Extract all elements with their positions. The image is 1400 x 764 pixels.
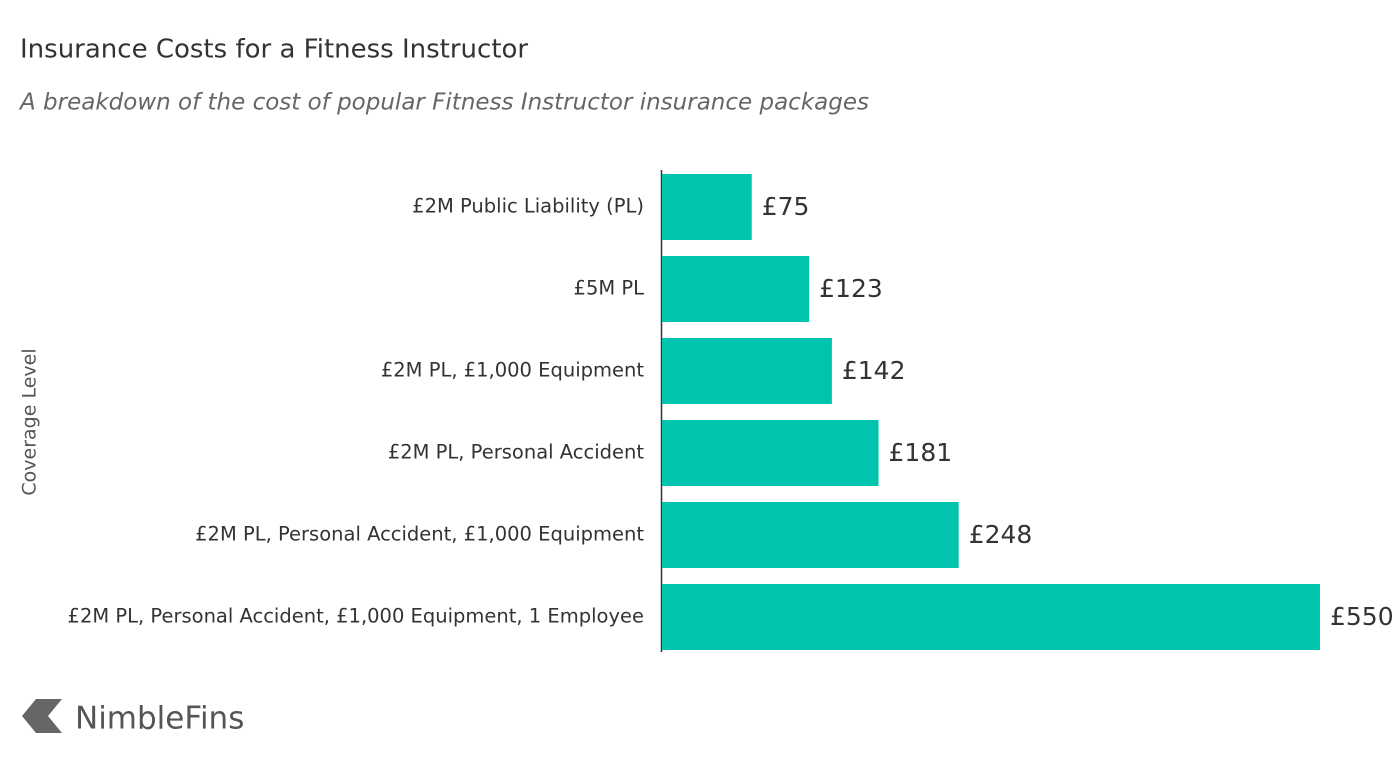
y-tick-label: £2M PL, Personal Accident (388, 441, 645, 464)
bar (662, 502, 959, 568)
value-label: £142 (842, 356, 906, 385)
logo-text: NimbleFins (75, 701, 244, 737)
y-tick-label: £2M PL, Personal Accident, £1,000 Equipm… (68, 605, 644, 628)
value-label: £75 (762, 192, 810, 221)
y-tick-label: £5M PL (574, 277, 645, 300)
value-label: £248 (969, 520, 1033, 549)
chart-subtitle: A breakdown of the cost of popular Fitne… (18, 90, 869, 116)
bar (662, 174, 752, 240)
bar (662, 256, 810, 322)
y-tick-label: £2M Public Liability (PL) (412, 195, 644, 218)
value-label: £181 (889, 438, 953, 467)
bar (662, 420, 879, 486)
bar (662, 584, 1320, 650)
value-label: £550 (1330, 602, 1394, 631)
logo-icon (22, 699, 62, 733)
chart-title: Insurance Costs for a Fitness Instructor (20, 35, 528, 65)
y-axis-label: Coverage Level (19, 348, 41, 495)
value-label: £123 (819, 274, 883, 303)
bar (662, 338, 832, 404)
y-tick-label: £2M PL, £1,000 Equipment (381, 359, 644, 382)
y-tick-label: £2M PL, Personal Accident, £1,000 Equipm… (195, 523, 644, 546)
